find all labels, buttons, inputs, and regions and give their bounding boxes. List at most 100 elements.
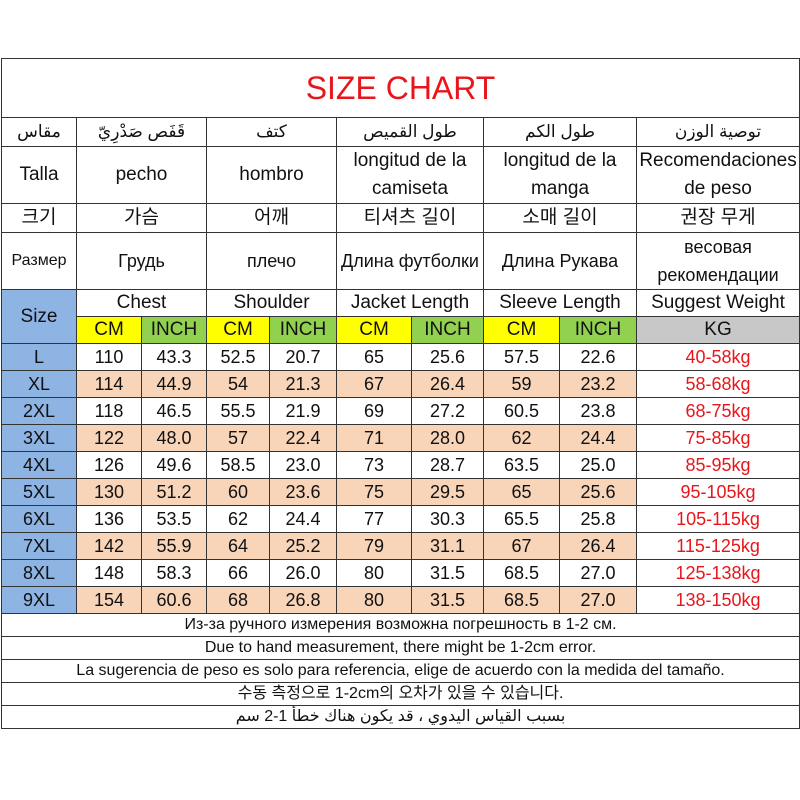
measurement-value: 43.3 xyxy=(141,343,207,371)
measurement-value: 68.5 xyxy=(483,559,560,587)
unit-kg: KG xyxy=(635,316,800,344)
measurement-value: 60.5 xyxy=(483,397,560,425)
measurement-value: 23.8 xyxy=(559,397,637,425)
weight-value: 125-138kg xyxy=(635,559,800,587)
measurement-value: 79 xyxy=(336,532,412,560)
size-label: 3XL xyxy=(1,424,77,452)
measurement-value: 66 xyxy=(206,559,270,587)
unit-cm: CM xyxy=(336,316,412,344)
spanish-header-shoulder: hombro xyxy=(206,146,337,204)
measurement-value: 24.4 xyxy=(559,424,637,452)
measurement-value: 23.2 xyxy=(559,370,637,398)
measurement-value: 54 xyxy=(206,370,270,398)
footnote-row: Due to hand measurement, there might be … xyxy=(0,636,800,660)
weight-value: 115-125kg xyxy=(635,532,800,560)
measurement-value: 27.0 xyxy=(559,559,637,587)
russian-header-chest: Грудь xyxy=(76,232,207,290)
footnote: بسبب القياس اليدوي ، قد يكون هناك خطأ 1-… xyxy=(0,705,800,729)
measurement-value: 29.5 xyxy=(411,478,484,506)
measurement-value: 126 xyxy=(76,451,142,479)
measurement-value: 55.5 xyxy=(206,397,270,425)
measurement-value: 58.3 xyxy=(141,559,207,587)
chart-title: SIZE CHART xyxy=(0,58,800,118)
table-row: 2XL 118 46.5 55.5 21.9 69 27.2 60.5 23.8 68-75kg xyxy=(1,397,800,425)
measurement-value: 60.6 xyxy=(141,586,207,614)
measurement-value: 28.7 xyxy=(411,451,484,479)
size-chart-table: SIZE CHART مقاس قَفَص صَدْرِيّ كتف طول القمي… xyxy=(0,58,800,729)
table-row: L 110 43.3 52.5 20.7 65 25.6 57.5 22.6 40-58kg xyxy=(1,343,800,371)
measurement-value: 31.5 xyxy=(411,559,484,587)
korean-header-chest: 가슴 xyxy=(76,203,207,233)
weight-value: 85-95kg xyxy=(635,451,800,479)
footnote-row: بسبب القياس اليدوي ، قد يكون هناك خطأ 1-… xyxy=(0,705,800,729)
footnote-row: Из-за ручного измерения возможна погрешн… xyxy=(0,613,800,637)
measurement-value: 65 xyxy=(336,343,412,371)
footnote-row: 수동 측정으로 1-2cm의 오차가 있을 수 있습니다. xyxy=(0,682,800,706)
measurement-value: 46.5 xyxy=(141,397,207,425)
english-header-chest: Chest xyxy=(76,289,207,317)
weight-value: 75-85kg xyxy=(635,424,800,452)
measurement-value: 57.5 xyxy=(483,343,560,371)
title-row: SIZE CHART xyxy=(0,58,800,118)
measurement-value: 60 xyxy=(206,478,270,506)
measurement-value: 67 xyxy=(483,532,560,560)
measurement-value: 21.9 xyxy=(269,397,337,425)
measurement-value: 53.5 xyxy=(141,505,207,533)
russian-header-sleeve-length: Длина Рукава xyxy=(483,232,637,290)
measurement-value: 57 xyxy=(206,424,270,452)
spanish-header-sleeve-length: longitud de la manga xyxy=(483,146,637,204)
measurement-value: 44.9 xyxy=(141,370,207,398)
russian-header-jacket-length: Длина футболки xyxy=(336,232,484,290)
unit-cm: CM xyxy=(483,316,560,344)
table-row: 5XL 130 51.2 60 23.6 75 29.5 65 25.6 95-105kg xyxy=(1,478,800,506)
size-label: 7XL xyxy=(1,532,77,560)
english-header-size: Size xyxy=(1,289,77,344)
weight-value: 40-58kg xyxy=(635,343,800,371)
measurement-value: 62 xyxy=(206,505,270,533)
measurement-value: 26.8 xyxy=(269,586,337,614)
size-label: 5XL xyxy=(1,478,77,506)
measurement-value: 59 xyxy=(483,370,560,398)
measurement-value: 65.5 xyxy=(483,505,560,533)
measurement-value: 55.9 xyxy=(141,532,207,560)
measurement-value: 63.5 xyxy=(483,451,560,479)
english-header-suggest-weight: Suggest Weight xyxy=(635,289,800,317)
english-header-jacket-length: Jacket Length xyxy=(336,289,484,317)
size-label: 4XL xyxy=(1,451,77,479)
footnote: 수동 측정으로 1-2cm의 오차가 있을 수 있습니다. xyxy=(0,682,800,706)
measurement-value: 25.8 xyxy=(559,505,637,533)
unit-inch: INCH xyxy=(411,316,484,344)
measurement-value: 80 xyxy=(336,586,412,614)
weight-value: 95-105kg xyxy=(635,478,800,506)
korean-header-jacket-length: 티셔츠 길이 xyxy=(336,203,484,233)
measurement-value: 25.0 xyxy=(559,451,637,479)
table-row: 9XL 154 60.6 68 26.8 80 31.5 68.5 27.0 138-150kg xyxy=(1,586,800,614)
measurement-value: 69 xyxy=(336,397,412,425)
measurement-value: 23.0 xyxy=(269,451,337,479)
unit-inch: INCH xyxy=(141,316,207,344)
spanish-header-suggest-weight: Recomendaciones de peso xyxy=(635,146,800,204)
measurement-value: 142 xyxy=(76,532,142,560)
measurement-value: 27.0 xyxy=(559,586,637,614)
measurement-value: 26.4 xyxy=(559,532,637,560)
arabic-header-jacket-length: طول القميص xyxy=(336,117,484,147)
measurement-value: 21.3 xyxy=(269,370,337,398)
arabic-header-sleeve-length: طول الكم xyxy=(483,117,637,147)
russian-header-suggest-weight: весовая рекомендации xyxy=(635,232,800,290)
unit-cm: CM xyxy=(206,316,270,344)
russian-header-shoulder: плечо xyxy=(206,232,337,290)
measurement-value: 68.5 xyxy=(483,586,560,614)
measurement-value: 75 xyxy=(336,478,412,506)
measurement-value: 136 xyxy=(76,505,142,533)
korean-header-size: 크기 xyxy=(1,203,77,233)
korean-header-sleeve-length: 소매 길이 xyxy=(483,203,637,233)
measurement-value: 31.1 xyxy=(411,532,484,560)
measurement-value: 58.5 xyxy=(206,451,270,479)
english-header-sleeve-length: Sleeve Length xyxy=(483,289,637,317)
measurement-value: 27.2 xyxy=(411,397,484,425)
unit-row: CM INCH CM INCH CM INCH CM INCH KG xyxy=(2,316,800,344)
unit-cm: CM xyxy=(76,316,142,344)
korean-header-shoulder: 어깨 xyxy=(206,203,337,233)
footnote: Due to hand measurement, there might be … xyxy=(0,636,800,660)
korean-header-suggest-weight: 권장 무게 xyxy=(635,203,800,233)
